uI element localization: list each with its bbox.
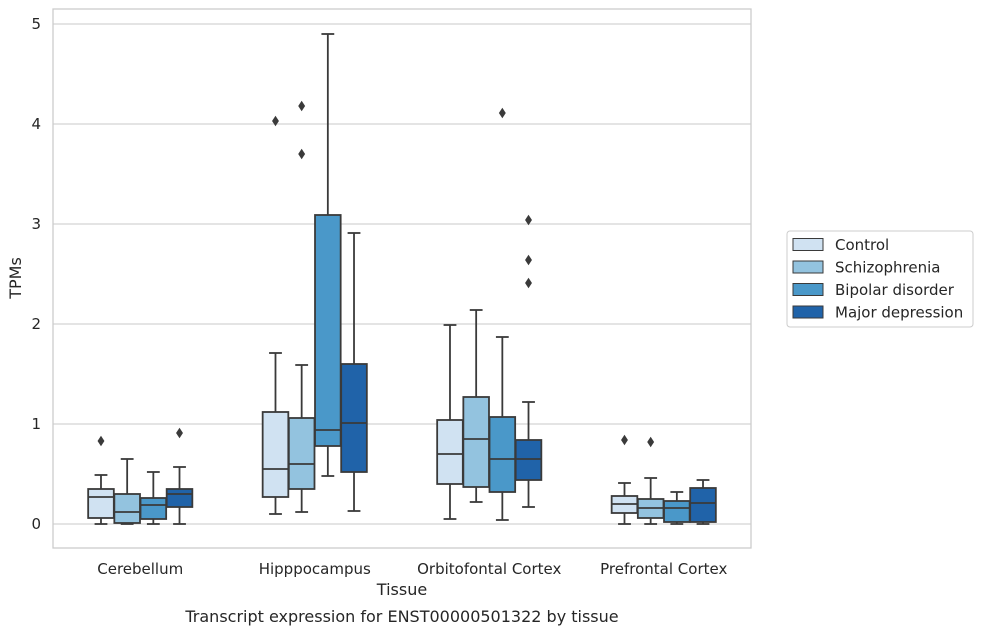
box-major-depression [340,232,368,512]
y-tick-label: 1 [31,415,41,433]
box-schizophrenia [287,100,316,513]
outlier-point [525,277,532,289]
legend-label: Schizophrenia [835,259,940,277]
box-bipolar-disorder [663,491,691,525]
box-iqr [165,488,194,508]
outlier-point [621,434,628,446]
box-iqr [139,497,168,520]
y-gridlines [53,23,751,525]
y-tick-label: 5 [31,15,41,33]
box-control [436,324,464,520]
box-iqr [462,396,490,488]
box-control [610,434,639,525]
outlier-point [525,214,532,226]
y-tick-label: 2 [31,315,41,333]
box-iqr [287,417,316,490]
x-tick-label: Prefrontal Cortex [600,560,727,578]
y-tick-label: 4 [31,115,41,133]
y-tick-label: 0 [31,515,41,533]
box-iqr [340,363,368,473]
outlier-point [272,115,279,127]
x-axis-label: Tissue [376,580,427,599]
box-iqr [488,416,517,493]
legend-swatch [792,283,824,296]
box-iqr [87,488,115,519]
box-iqr [663,500,691,523]
box-major-depression [689,479,717,525]
legend: Control Schizophrenia Bipolar disorder Majo… [786,230,974,328]
chart-caption: Transcript expression for ENST0000050132… [184,607,618,626]
x-tick-label: Orbitofontal Cortex [417,560,561,578]
legend-frame [786,230,974,328]
box-schizophrenia [636,436,665,525]
legend-swatch [792,305,824,319]
legend-label: Bipolar disorder [835,281,955,299]
outlier-point [97,435,105,447]
legend-label: Major depression [835,304,963,322]
box-control [87,435,115,525]
box-iqr [314,214,342,447]
box-iqr [514,439,543,481]
legend-swatch [792,238,824,251]
y-tick-label: 3 [31,215,41,233]
outlier-point [525,254,532,266]
box-iqr [261,411,290,498]
x-tick-label: Hipppocampus [259,560,371,578]
box-bipolar-disorder [139,471,168,525]
outlier-point [647,436,655,448]
plot-area-frame [52,8,752,549]
x-tick-label: Cerebellum [97,560,183,578]
box-major-depression [165,427,194,525]
box-iqr [113,493,141,524]
box-iqr [689,487,717,523]
outlier-point [498,107,506,119]
outlier-point [298,148,306,160]
box-schizophrenia [462,309,490,503]
box-bipolar-disorder [488,107,517,521]
box-bipolar-disorder [314,33,342,477]
legend-swatch [792,260,824,274]
legend-label: Control [835,236,889,254]
box-schizophrenia [113,458,141,525]
box-major-depression [514,214,543,508]
x-tick-labels: Cerebellum Hipppocampus Orbitofontal Corte… [97,560,727,578]
box-control [261,115,290,515]
y-axis-label: TPMs [6,257,25,300]
y-tick-labels: 0 1 2 3 4 5 [31,15,41,533]
outlier-point [298,100,306,112]
outlier-point [176,427,183,439]
boxes-layer [87,33,717,525]
legend-items: Control Schizophrenia Bipolar disorder Majo… [792,236,963,322]
box-iqr [436,419,464,485]
